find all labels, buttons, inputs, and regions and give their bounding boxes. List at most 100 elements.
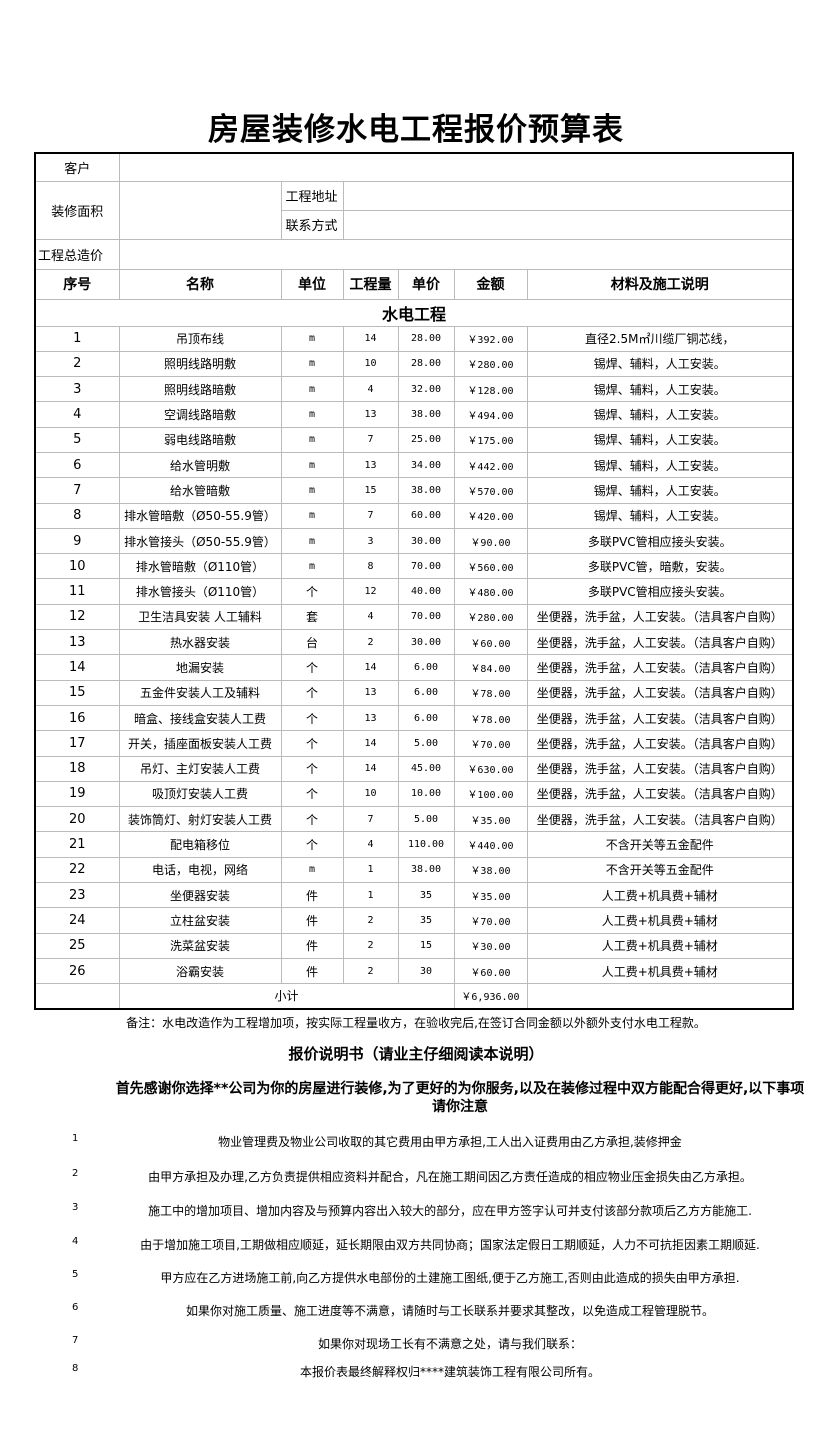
cell-qty[interactable]: 13	[342, 401, 399, 428]
cell-price[interactable]: 38.00	[397, 477, 455, 504]
cell-desc[interactable]: 人工费+机具费+辅材	[526, 882, 794, 909]
cell-unit[interactable]: m	[280, 325, 344, 352]
cell-seq[interactable]: 26	[34, 957, 120, 985]
cell-price[interactable]: 5.00	[397, 806, 455, 833]
cell-price[interactable]: 6.00	[397, 654, 455, 681]
cell-unit[interactable]: m	[280, 527, 344, 555]
cell-desc[interactable]: 锡焊、辅料，人工安装。	[526, 401, 794, 428]
cell-qty[interactable]: 4	[342, 603, 399, 631]
cell-name[interactable]: 给水管暗敷	[118, 477, 282, 504]
cell-seq[interactable]: 24	[34, 907, 120, 934]
cell-amount[interactable]: ￥35.00	[453, 882, 528, 909]
cell-qty[interactable]: 2	[342, 907, 399, 934]
cell-qty[interactable]: 7	[342, 806, 399, 833]
cell-price[interactable]: 6.00	[397, 704, 455, 732]
cell-seq[interactable]: 10	[34, 553, 120, 580]
cell-desc[interactable]: 坐便器，洗手盆，人工安装。（洁具客户自购）	[526, 603, 794, 631]
cell-amount[interactable]: ￥78.00	[453, 704, 528, 732]
cell-qty[interactable]: 4	[342, 831, 399, 858]
cell-seq[interactable]: 25	[34, 932, 120, 959]
cell-desc[interactable]: 不含开关等五金配件	[526, 856, 794, 884]
cell-name[interactable]: 五金件安装人工及辅料	[118, 679, 282, 706]
cell-qty[interactable]: 14	[342, 325, 399, 352]
cell-amount[interactable]: ￥60.00	[453, 629, 528, 656]
cell-unit[interactable]: m	[280, 856, 344, 884]
cell-unit[interactable]: 个	[280, 654, 344, 681]
cell-price[interactable]: 60.00	[397, 502, 455, 529]
cell-desc[interactable]: 坐便器，洗手盆，人工安装。（洁具客户自购）	[526, 629, 794, 656]
cell-seq[interactable]: 8	[34, 502, 120, 529]
cell-seq[interactable]: 7	[34, 477, 120, 504]
cell-unit[interactable]: 个	[280, 831, 344, 858]
cell-name[interactable]: 配电箱移位	[118, 831, 282, 858]
cell-price[interactable]: 40.00	[397, 578, 455, 605]
cell-qty[interactable]: 10	[342, 780, 399, 808]
cell-seq[interactable]: 15	[34, 679, 120, 706]
cell-amount[interactable]: ￥280.00	[453, 603, 528, 631]
cell-qty[interactable]: 7	[342, 502, 399, 529]
cell-unit[interactable]: m	[280, 451, 344, 479]
cell-qty[interactable]: 1	[342, 882, 399, 909]
cell-qty[interactable]: 12	[342, 578, 399, 605]
cell-seq[interactable]: 1	[34, 325, 120, 352]
cell-name[interactable]: 热水器安装	[118, 629, 282, 656]
cell-qty[interactable]: 2	[342, 957, 399, 985]
contact-field[interactable]	[342, 209, 794, 240]
cell-price[interactable]: 70.00	[397, 603, 455, 631]
cell-unit[interactable]: 个	[280, 730, 344, 757]
cell-price[interactable]: 35	[397, 907, 455, 934]
cell-seq[interactable]: 6	[34, 451, 120, 479]
cell-price[interactable]: 30.00	[397, 629, 455, 656]
cell-unit[interactable]: 个	[280, 679, 344, 706]
cell-name[interactable]: 洗菜盆安装	[118, 932, 282, 959]
cell-desc[interactable]: 多联PVC管相应接头安装。	[526, 527, 794, 555]
cell-unit[interactable]: 台	[280, 629, 344, 656]
cell-seq[interactable]: 22	[34, 856, 120, 884]
cell-price[interactable]: 25.00	[397, 426, 455, 453]
cell-amount[interactable]: ￥30.00	[453, 932, 528, 959]
cell-unit[interactable]: 个	[280, 806, 344, 833]
cell-unit[interactable]: 个	[280, 704, 344, 732]
cell-name[interactable]: 地漏安装	[118, 654, 282, 681]
cell-amount[interactable]: ￥440.00	[453, 831, 528, 858]
cell-unit[interactable]: 套	[280, 603, 344, 631]
cell-name[interactable]: 坐便器安装	[118, 882, 282, 909]
area-field[interactable]	[118, 180, 282, 240]
cell-price[interactable]: 6.00	[397, 679, 455, 706]
cell-desc[interactable]: 多联PVC管相应接头安装。	[526, 578, 794, 605]
cell-qty[interactable]: 13	[342, 704, 399, 732]
cell-price[interactable]: 28.00	[397, 350, 455, 378]
cell-desc[interactable]: 锡焊、辅料，人工安装。	[526, 502, 794, 529]
cell-name[interactable]: 卫生洁具安装 人工辅料	[118, 603, 282, 631]
cell-price[interactable]: 5.00	[397, 730, 455, 757]
cell-name[interactable]: 暗盒、接线盒安装人工费	[118, 704, 282, 732]
cell-seq[interactable]: 14	[34, 654, 120, 681]
cell-unit[interactable]: 件	[280, 932, 344, 959]
cell-desc[interactable]: 不含开关等五金配件	[526, 831, 794, 858]
cell-desc[interactable]: 人工费+机具费+辅材	[526, 932, 794, 959]
cell-unit[interactable]: m	[280, 376, 344, 403]
cell-amount[interactable]: ￥442.00	[453, 451, 528, 479]
cell-amount[interactable]: ￥35.00	[453, 806, 528, 833]
cell-unit[interactable]: m	[280, 502, 344, 529]
cell-qty[interactable]: 4	[342, 376, 399, 403]
cell-qty[interactable]: 10	[342, 350, 399, 378]
cell-amount[interactable]: ￥78.00	[453, 679, 528, 706]
cell-unit[interactable]: m	[280, 401, 344, 428]
cell-amount[interactable]: ￥494.00	[453, 401, 528, 428]
cell-qty[interactable]: 13	[342, 679, 399, 706]
cell-qty[interactable]: 13	[342, 451, 399, 479]
cell-desc[interactable]: 坐便器，洗手盆，人工安装。（洁具客户自购）	[526, 780, 794, 808]
cell-seq[interactable]: 20	[34, 806, 120, 833]
cell-seq[interactable]: 23	[34, 882, 120, 909]
cell-name[interactable]: 照明线路暗敷	[118, 376, 282, 403]
cell-seq[interactable]: 3	[34, 376, 120, 403]
cell-seq[interactable]: 18	[34, 755, 120, 782]
cell-desc[interactable]: 人工费+机具费+辅材	[526, 907, 794, 934]
cell-amount[interactable]: ￥560.00	[453, 553, 528, 580]
cell-seq[interactable]: 9	[34, 527, 120, 555]
cell-seq[interactable]: 13	[34, 629, 120, 656]
cell-price[interactable]: 38.00	[397, 401, 455, 428]
cell-amount[interactable]: ￥420.00	[453, 502, 528, 529]
cell-price[interactable]: 35	[397, 882, 455, 909]
